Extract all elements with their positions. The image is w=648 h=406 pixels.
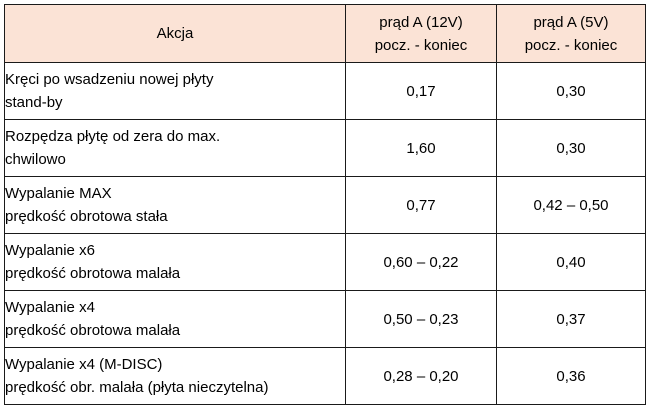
action-line-1: Wypalanie x4 (M-DISC)	[5, 356, 163, 373]
table-body: Kręci po wsadzeniu nowej płyty stand-by …	[4, 62, 646, 405]
action-line-2: chwilowo	[5, 151, 66, 168]
header-12v-title: prąd A (12V)	[379, 13, 463, 31]
header-row: Akcja prąd A (12V) pocz. - koniec prąd A…	[4, 4, 646, 63]
header-action: Akcja	[4, 4, 346, 63]
header-action-label: Akcja	[156, 25, 194, 42]
value-5v-cell: 0,37	[496, 290, 646, 348]
value-12v-cell: 0,50 – 0,23	[345, 290, 497, 348]
action-cell: Wypalanie MAX prędkość obrotowa stała	[4, 176, 346, 234]
action-line-2: prędkość obrotowa malała	[5, 265, 181, 282]
action-line-1: Wypalanie x4	[5, 299, 95, 316]
header-12v-subtitle: pocz. - koniec	[374, 36, 468, 54]
table-header: Akcja prąd A (12V) pocz. - koniec prąd A…	[4, 4, 646, 63]
action-cell: Wypalanie x4 prędkość obrotowa malała	[4, 290, 346, 348]
header-5v-title: prąd A (5V)	[533, 13, 609, 31]
action-cell: Rozpędza płytę od zera do max. chwilowo	[4, 119, 346, 177]
action-line-1: Rozpędza płytę od zera do max.	[5, 128, 221, 145]
value-5v-cell: 0,30	[496, 62, 646, 120]
action-line-2: prędkość obrotowa malała	[5, 322, 181, 339]
header-5v-subtitle: pocz. - koniec	[524, 36, 618, 54]
action-cell: Wypalanie x6 prędkość obrotowa malała	[4, 233, 346, 291]
table-row: Wypalanie x4 prędkość obrotowa malała 0,…	[4, 290, 646, 348]
value-12v-cell: 0,77	[345, 176, 497, 234]
value-5v-cell: 0,30	[496, 119, 646, 177]
action-line-2: prędkość obrotowa stała	[5, 208, 168, 225]
action-line-2: prędkość obr. malała (płyta nieczytelna)	[5, 379, 269, 396]
table-row: Wypalanie MAX prędkość obrotowa stała 0,…	[4, 176, 646, 234]
value-12v-cell: 0,60 – 0,22	[345, 233, 497, 291]
value-12v-cell: 1,60	[345, 119, 497, 177]
value-12v-cell: 0,17	[345, 62, 497, 120]
value-5v-cell: 0,42 – 0,50	[496, 176, 646, 234]
value-12v-cell: 0,28 – 0,20	[345, 347, 497, 405]
value-5v-cell: 0,40	[496, 233, 646, 291]
action-line-1: Wypalanie x6	[5, 242, 95, 259]
table-row: Wypalanie x6 prędkość obrotowa malała 0,…	[4, 233, 646, 291]
current-measurement-table: Akcja prąd A (12V) pocz. - koniec prąd A…	[4, 4, 646, 405]
header-current-5v: prąd A (5V) pocz. - koniec	[496, 4, 646, 63]
action-cell: Wypalanie x4 (M-DISC) prędkość obr. mala…	[4, 347, 346, 405]
table-row: Kręci po wsadzeniu nowej płyty stand-by …	[4, 62, 646, 120]
action-line-1: Wypalanie MAX	[5, 185, 112, 202]
action-line-1: Kręci po wsadzeniu nowej płyty	[5, 71, 214, 88]
table-row: Rozpędza płytę od zera do max. chwilowo …	[4, 119, 646, 177]
action-line-2: stand-by	[5, 94, 63, 111]
action-cell: Kręci po wsadzeniu nowej płyty stand-by	[4, 62, 346, 120]
table-row: Wypalanie x4 (M-DISC) prędkość obr. mala…	[4, 347, 646, 405]
value-5v-cell: 0,36	[496, 347, 646, 405]
header-current-12v: prąd A (12V) pocz. - koniec	[345, 4, 497, 63]
